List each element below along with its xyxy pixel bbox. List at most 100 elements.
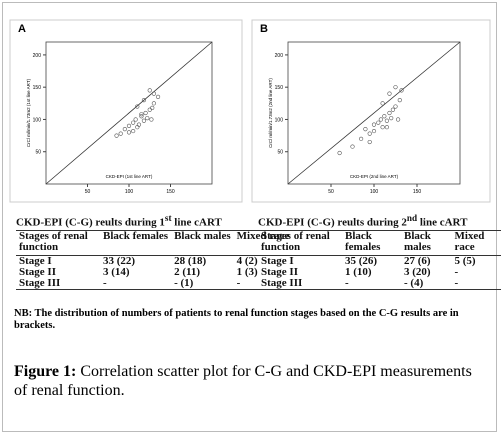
table-title-text: CKD-EPI (C-G) reults during 2 bbox=[258, 216, 407, 229]
table-cell: Stage I bbox=[19, 254, 52, 267]
table-cell: - bbox=[345, 276, 349, 289]
x-tick-label: 150 bbox=[413, 189, 422, 195]
point bbox=[118, 131, 123, 136]
point bbox=[376, 120, 381, 125]
caption-text: Correlation scatter plot for C-G and CKD… bbox=[14, 363, 472, 399]
x-tick-label: 100 bbox=[125, 189, 134, 195]
y-axis-label: CrCl ml/min/1.73m2 (1st line ART) bbox=[26, 78, 31, 147]
table-cell: Stage II bbox=[19, 265, 56, 278]
x-tick-label: 150 bbox=[166, 189, 175, 195]
y-tick-label: 50 bbox=[277, 150, 283, 156]
point bbox=[378, 117, 383, 122]
point bbox=[397, 97, 402, 103]
table-cell: 1 (10) bbox=[345, 265, 372, 278]
table-title: CKD-EPI (C-G) reults during 1st line cAR… bbox=[16, 213, 292, 229]
point bbox=[131, 120, 136, 125]
table-cell: 3 (20) bbox=[404, 265, 431, 278]
header-cell: Black females bbox=[342, 230, 401, 256]
table-row: Stage I 33 (22) 28 (18) 4 (2) bbox=[16, 255, 292, 267]
point bbox=[135, 125, 140, 130]
point bbox=[139, 112, 144, 117]
table-cell: 28 (18) bbox=[174, 254, 207, 267]
point bbox=[380, 125, 385, 130]
x-tick-label: 100 bbox=[370, 189, 379, 195]
header-cell: Black males bbox=[401, 230, 452, 256]
table-cell: 35 (26) bbox=[345, 254, 378, 267]
header-cell: Mixed race bbox=[451, 230, 501, 256]
header-row: Stages of renal function Black females Bla… bbox=[16, 230, 293, 256]
point bbox=[337, 150, 342, 156]
point bbox=[380, 101, 385, 106]
point bbox=[387, 110, 392, 116]
header-cell: Stages of renal function bbox=[258, 230, 342, 256]
point bbox=[136, 122, 142, 127]
caption: Figure 1: Correlation scatter plot for C… bbox=[14, 362, 484, 400]
point bbox=[387, 91, 392, 96]
reference-line bbox=[45, 41, 213, 185]
x-tick-label: 50 bbox=[85, 189, 91, 195]
table-row: Stage II 1 (10) 3 (20) - bbox=[258, 265, 501, 278]
table-cell: Stage II bbox=[261, 265, 298, 278]
y-axis-label: CrCl ml/min/1.73m2 (2nd line ART) bbox=[268, 78, 273, 148]
caption-label: Figure 1: bbox=[14, 363, 77, 380]
table-cell: 3 (14) bbox=[103, 265, 130, 278]
point bbox=[145, 116, 150, 121]
table-cell: 1 (3) bbox=[236, 265, 258, 278]
y-tick-label: 50 bbox=[35, 150, 41, 156]
table-title-text: line cART bbox=[171, 216, 222, 229]
table-title-sup: nd bbox=[406, 213, 418, 223]
point bbox=[141, 97, 147, 103]
table-cell: - bbox=[454, 265, 459, 278]
header-cell: Stages of renal function bbox=[16, 230, 100, 256]
point bbox=[133, 117, 138, 122]
point bbox=[399, 88, 404, 93]
charts: A 50 100 150 50 100 150 200 CKD-EPI (1st line AR… bbox=[9, 19, 491, 203]
point bbox=[393, 104, 398, 109]
point bbox=[151, 91, 156, 96]
point bbox=[147, 107, 152, 112]
point bbox=[389, 116, 394, 121]
point bbox=[149, 117, 154, 122]
point bbox=[390, 107, 396, 112]
point bbox=[139, 114, 144, 119]
table-cell: - (1) bbox=[174, 276, 194, 289]
table-row: Stage II 3 (14) 2 (11) 1 (3) bbox=[16, 265, 292, 278]
table-cell: Stage III bbox=[261, 276, 303, 289]
point bbox=[367, 131, 372, 136]
point bbox=[371, 128, 377, 134]
x-axis-label: CKD-EPI (2nd line ART) bbox=[350, 174, 399, 179]
table-title-sup: st bbox=[164, 213, 172, 223]
table: CKD-EPI (C-G) reults during 2nd line cAR… bbox=[258, 213, 501, 290]
y-tick-label: 150 bbox=[33, 85, 42, 91]
table-cell: - bbox=[103, 276, 107, 289]
panel-label: B bbox=[260, 23, 268, 35]
reference-line bbox=[287, 41, 461, 185]
table-cell: 5 (5) bbox=[454, 254, 476, 267]
table-title: CKD-EPI (C-G) reults during 2nd line cAR… bbox=[258, 213, 501, 229]
y-tick-label: 200 bbox=[275, 53, 284, 59]
point bbox=[350, 144, 355, 149]
point bbox=[126, 130, 132, 135]
panel-frame bbox=[9, 19, 243, 203]
data-table: Stages of renal function Black females Bla… bbox=[16, 229, 293, 290]
point bbox=[131, 128, 136, 134]
point bbox=[371, 122, 377, 127]
y-tick-label: 100 bbox=[33, 117, 42, 123]
point bbox=[151, 101, 156, 106]
table-row: Stage III - - (4) - bbox=[258, 276, 501, 290]
point bbox=[359, 136, 364, 141]
panel-frame bbox=[251, 19, 491, 203]
table-cell: - bbox=[236, 276, 241, 289]
point bbox=[382, 114, 387, 119]
figure-frame bbox=[2, 2, 497, 432]
table-cell: Stage I bbox=[261, 254, 294, 267]
table-cell: - (4) bbox=[404, 276, 424, 289]
table-cell: 4 (2) bbox=[236, 254, 258, 267]
header-cell: Black females bbox=[100, 230, 172, 256]
y-tick-label: 200 bbox=[33, 53, 42, 59]
point bbox=[143, 110, 148, 116]
y-tick-label: 150 bbox=[275, 85, 284, 91]
table-cell: - bbox=[454, 276, 459, 289]
point bbox=[114, 133, 119, 138]
